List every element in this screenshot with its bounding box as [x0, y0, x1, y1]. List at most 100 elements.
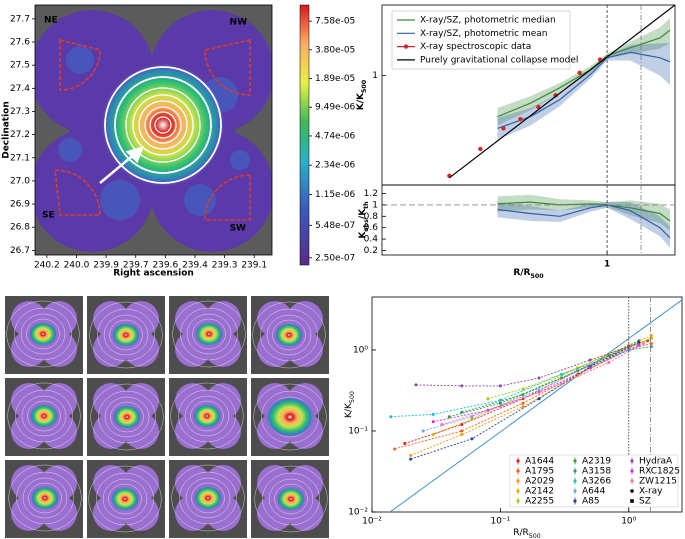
legend-marker — [516, 499, 520, 503]
label-part: 500 — [529, 533, 541, 539]
y-tick-label: 10⁰ — [353, 345, 368, 355]
contour — [266, 314, 312, 356]
contour — [96, 472, 154, 526]
label-part: K/K — [356, 92, 366, 110]
legend-label: X-ray spectroscopic data — [420, 42, 531, 52]
data-point — [431, 412, 435, 416]
colorbar-tick-label: 9.49e-06 — [315, 103, 356, 113]
data-point — [521, 401, 525, 405]
contour — [97, 308, 155, 362]
contour — [102, 478, 148, 520]
data-point — [588, 358, 592, 362]
legend-label: A2142 — [525, 487, 554, 497]
arrow — [99, 146, 145, 184]
data-point — [470, 437, 474, 441]
contour — [7, 382, 81, 450]
contour — [104, 396, 150, 438]
axis-label: Kobs/Kth — [358, 201, 370, 238]
label-part: obs — [363, 219, 370, 232]
uncertainty-band — [497, 202, 670, 248]
data-point — [409, 457, 413, 461]
data-point — [478, 146, 483, 152]
legend-label: ZW1215 — [639, 477, 677, 487]
legend-label: Purely gravitational collapse model — [420, 55, 578, 65]
legend-label: A2255 — [525, 497, 554, 507]
thumbnail-core — [275, 323, 303, 347]
legend-label: X-ray — [639, 487, 663, 497]
contour — [262, 472, 320, 526]
data-point — [498, 405, 502, 409]
y-tick-label: 27.6 — [10, 38, 30, 48]
legend-marker — [403, 44, 409, 49]
y-tick-label: 10⁻¹ — [348, 426, 368, 436]
legend-marker — [630, 499, 634, 503]
legend-marker — [516, 459, 520, 463]
x-tick-label: 239.9 — [93, 261, 119, 271]
series-line — [497, 204, 671, 239]
contour — [15, 389, 73, 443]
data-point — [537, 388, 541, 392]
thumbnail-core — [194, 486, 222, 510]
series-line — [410, 341, 640, 460]
contour — [26, 318, 60, 350]
label-part: /K — [358, 208, 368, 219]
contour — [261, 390, 319, 444]
data-point — [627, 345, 631, 349]
plot-area — [497, 194, 671, 248]
contour — [109, 319, 143, 351]
y-tick-label: 27.0 — [10, 176, 30, 186]
x-tick-label: 239.6 — [152, 261, 178, 271]
data-point — [560, 372, 564, 376]
legend-label: SZ — [639, 497, 651, 507]
y-axis-label: Declination — [2, 101, 12, 159]
thumbnail-core — [277, 487, 305, 511]
data-point — [414, 383, 418, 387]
axis-label: R/R500 — [513, 528, 541, 539]
series-line — [394, 343, 652, 450]
image-frame — [34, 4, 273, 256]
contour — [171, 464, 245, 532]
y-tick-label: 27.3 — [10, 107, 30, 117]
contour — [272, 319, 306, 351]
legend-box — [391, 10, 571, 70]
data-point — [389, 415, 393, 419]
label-part: 500 — [361, 79, 368, 93]
data-point — [393, 447, 397, 451]
plot-area — [389, 299, 682, 512]
contour — [27, 400, 61, 432]
legend-label: HydraA — [639, 457, 673, 467]
contour — [172, 300, 246, 368]
thumbnail-core — [30, 404, 58, 428]
data-point — [403, 442, 407, 446]
x-tick-label: 239.4 — [182, 261, 208, 271]
contour — [98, 390, 156, 444]
data-point — [421, 429, 425, 433]
data-point — [560, 382, 564, 386]
contour — [89, 301, 163, 369]
contour — [186, 313, 232, 355]
contour — [170, 382, 244, 450]
legend-marker — [630, 479, 634, 483]
region-label: NW — [230, 18, 248, 28]
compilation-frame — [371, 296, 683, 513]
x-tick-label: 1 — [604, 260, 610, 270]
label-part: 500 — [349, 391, 356, 403]
contour — [8, 464, 82, 532]
label-part: th — [363, 201, 370, 209]
ratio-frame — [381, 184, 676, 256]
thumbnail-mosaic — [175, 465, 241, 531]
thumbnail-core — [29, 322, 57, 346]
contour — [88, 465, 162, 533]
region-label: SW — [230, 224, 246, 234]
x-tick-label: 239.1 — [241, 261, 267, 271]
colorbar-tick-label: 7.58e-05 — [315, 17, 355, 27]
data-point — [498, 384, 502, 388]
thumbnail-core — [195, 322, 223, 346]
x-tick-label: 239.7 — [123, 261, 149, 271]
legend-label: A2319 — [582, 457, 611, 467]
y-tick-label: 27.5 — [10, 61, 30, 71]
colorbar-tick-label: 1.15e-06 — [315, 190, 356, 200]
data-point — [641, 342, 645, 346]
legend-label: A1795 — [525, 467, 554, 477]
